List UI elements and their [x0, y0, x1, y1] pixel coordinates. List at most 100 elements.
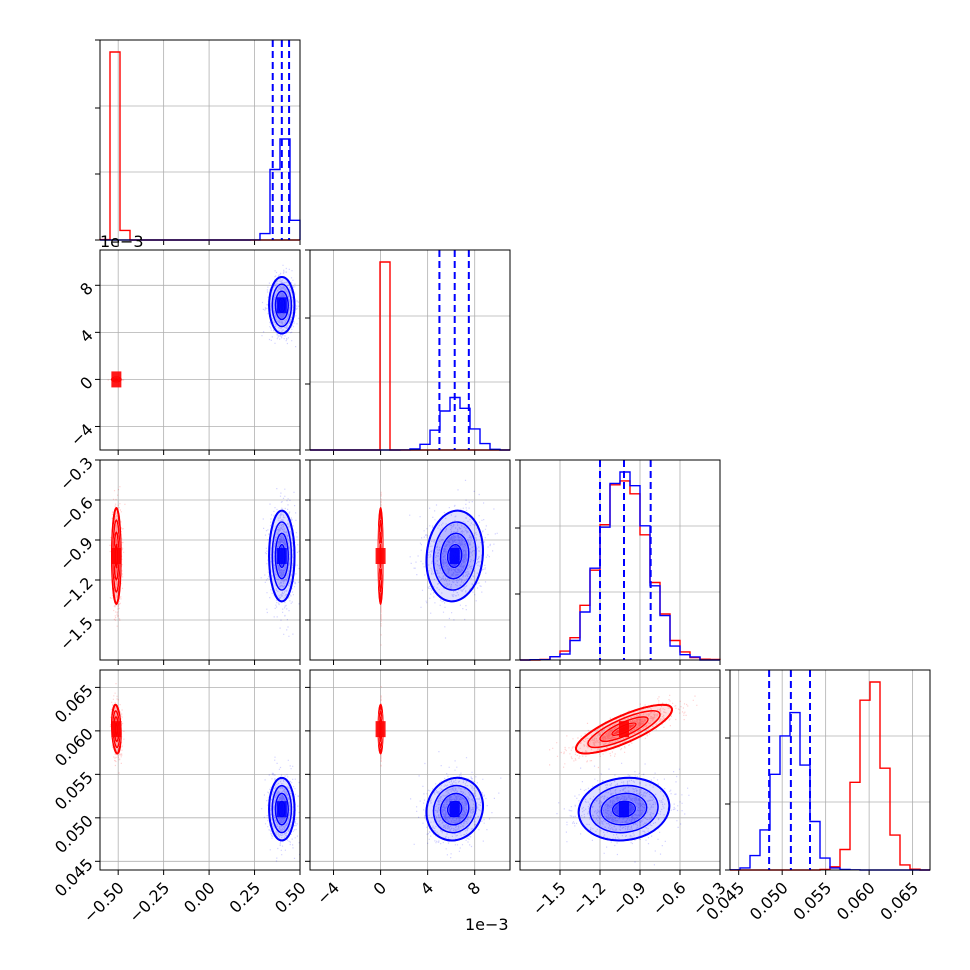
- red-contour: [575, 703, 673, 755]
- y-offset-label: 1e−3: [100, 232, 144, 251]
- panel-3-0: [95, 670, 301, 875]
- panel-frame: [99, 669, 301, 871]
- blue-peak-cell: [276, 297, 287, 314]
- x-tick-label: −1.2: [569, 878, 610, 919]
- blue-contour: [589, 784, 659, 834]
- blue-contour: [425, 777, 484, 842]
- x-tick-label: 0.050: [746, 878, 792, 924]
- red-peak-cell: [375, 548, 386, 564]
- panel-frame: [99, 459, 301, 661]
- blue-peak-cell: [619, 801, 629, 818]
- x-tick-label: 4: [417, 878, 438, 899]
- y-tick-label: −1.2: [56, 573, 97, 614]
- blue-histogram-line: [100, 138, 301, 241]
- y-tick-label: −1.5: [56, 613, 97, 654]
- blue-scatter-points: [260, 488, 300, 637]
- blue-contour: [271, 283, 293, 328]
- blue-contour: [432, 521, 477, 591]
- x-tick-label: 0: [370, 878, 391, 899]
- histogram-3: [729, 670, 930, 871]
- y-tick-label: 4: [76, 326, 97, 347]
- x-tick-label: 0.065: [876, 878, 922, 924]
- x-offset-label: 1e−3: [465, 915, 509, 934]
- y-tick-label: 0.060: [51, 724, 97, 770]
- blue-contour: [268, 777, 296, 842]
- y-tick-label: 0: [76, 373, 97, 394]
- x-tick-label: −0.9: [609, 878, 650, 919]
- scatter-panel-1-0: [107, 264, 300, 388]
- red-peak-cell: [619, 721, 629, 738]
- blue-contour: [446, 543, 463, 569]
- red-contour: [587, 710, 661, 749]
- x-tick-label: −0.6: [649, 878, 690, 919]
- y-tick-label: 0.065: [51, 681, 97, 727]
- panel-frame: [519, 459, 721, 661]
- blue-contour: [425, 509, 484, 603]
- histogram-0: [99, 40, 301, 241]
- blue-contour: [268, 276, 296, 335]
- red-peak-cell: [111, 721, 122, 738]
- x-tick-label: −1.5: [529, 878, 570, 919]
- blue-peak-cell: [449, 548, 460, 564]
- scatter-panel-2-0: [109, 486, 300, 637]
- x-tick-label: −0.50: [80, 878, 128, 926]
- blue-histogram-line: [520, 471, 720, 661]
- x-tick-label: 0.50: [271, 878, 310, 917]
- panel-frame: [99, 39, 301, 241]
- scatter-panel-3-0: [109, 683, 300, 862]
- y-tick-label: 8: [76, 279, 97, 300]
- panel-3-3: [725, 669, 930, 875]
- y-tick-label: −0.3: [56, 453, 97, 494]
- y-tick-label: 0.045: [51, 855, 97, 901]
- red-peak-cell: [375, 721, 386, 738]
- blue-contour: [439, 792, 470, 826]
- scatter-panel-3-2: [549, 694, 698, 866]
- red-peak-cell: [111, 371, 122, 388]
- blue-peak-cell: [449, 801, 460, 818]
- x-tick-label: 0.060: [833, 878, 879, 924]
- blue-peak-cell: [276, 548, 287, 564]
- red-peak-cell: [111, 548, 122, 564]
- blue-contour: [439, 532, 470, 580]
- histogram-2: [520, 460, 721, 661]
- panel-frame: [309, 669, 511, 871]
- x-tick-label: 8: [464, 878, 485, 899]
- y-tick-label: 0.055: [51, 768, 97, 814]
- blue-contour: [274, 792, 289, 826]
- blue-contour: [271, 521, 293, 591]
- y-tick-label: −0.9: [56, 533, 97, 574]
- x-tick-label: −4: [313, 878, 343, 908]
- panel-frame: [99, 249, 301, 451]
- x-tick-label: −0.25: [125, 878, 173, 926]
- panel-frame: [729, 669, 931, 871]
- blue-contour: [577, 777, 671, 842]
- panel-2-2: [515, 459, 721, 665]
- panel-frame: [309, 249, 511, 451]
- y-tick-label: −4: [67, 420, 97, 450]
- panel-frame: [519, 669, 721, 871]
- blue-contour: [600, 792, 648, 826]
- x-tick-label: 0.055: [789, 878, 835, 924]
- panel-3-2: [515, 670, 721, 875]
- blue-contour: [274, 532, 289, 580]
- panel-frame: [309, 459, 511, 661]
- blue-contour: [268, 509, 296, 603]
- x-tick-label: 0.00: [180, 878, 219, 917]
- scatter-panel-3-1: [375, 686, 502, 859]
- y-tick-label: 0.050: [51, 811, 97, 857]
- blue-contour: [432, 784, 477, 834]
- histogram-1: [310, 250, 510, 451]
- x-tick-label: 0.25: [226, 878, 265, 917]
- panel-3-1: [305, 670, 510, 875]
- panel-1-1: [305, 249, 510, 455]
- scatter-panel-2-1: [375, 479, 498, 646]
- red-histogram-line: [310, 261, 510, 451]
- blue-contour: [274, 290, 289, 321]
- red-histogram-line: [520, 480, 721, 661]
- panel-0-0: [95, 39, 301, 245]
- blue-contour: [271, 784, 293, 834]
- panel-1-0: [95, 250, 301, 455]
- y-tick-label: −0.6: [56, 493, 97, 534]
- blue-peak-cell: [276, 801, 287, 818]
